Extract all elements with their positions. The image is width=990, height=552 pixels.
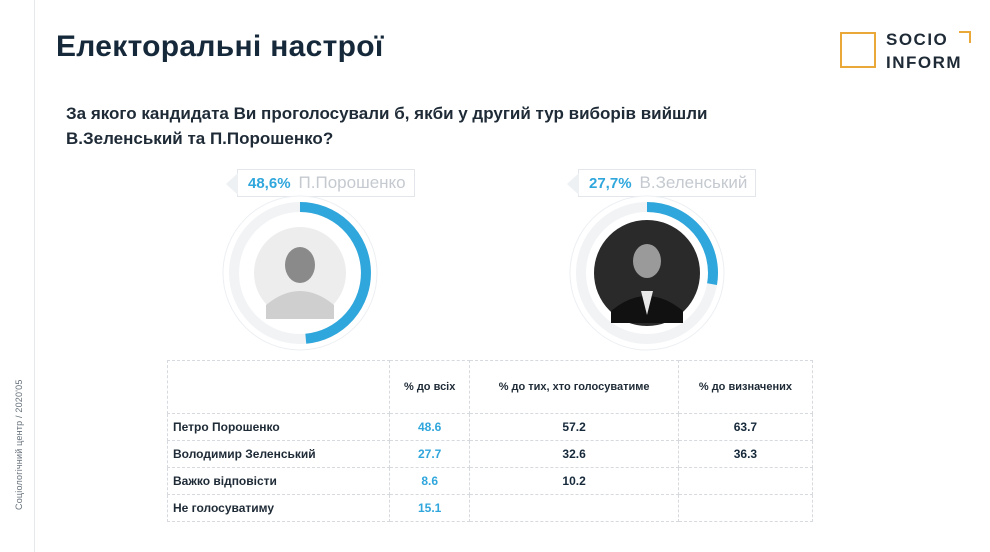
table-cell: 10.2 <box>469 467 679 495</box>
logo-text-line1: SOCIO <box>886 30 949 49</box>
table-row: Не голосуватиму 15.1 <box>167 494 814 522</box>
page-title: Електоральні настрої <box>56 30 384 63</box>
table-row-label: Петро Порошенко <box>167 413 390 441</box>
table-header-cell <box>167 360 390 414</box>
candidate-tag-poroshenko: 48,6% П.Порошенко <box>226 169 415 197</box>
logo-square-icon <box>840 32 876 68</box>
table-row: Петро Порошенко 48.6 57.2 63.7 <box>167 413 814 441</box>
table-cell <box>677 467 814 495</box>
table-cell: 57.2 <box>469 413 679 441</box>
tag-pointer-icon <box>567 173 579 195</box>
side-divider <box>34 0 35 552</box>
table-cell: 63.7 <box>677 413 814 441</box>
table-row-label: Важко відповісти <box>167 467 390 495</box>
table-header-cell: % до визначених <box>677 360 814 414</box>
candidate-percent: 27,7% <box>589 174 632 192</box>
logo: SOCIO INFORM <box>840 30 975 75</box>
table-row: Важко відповісти 8.6 10.2 <box>167 467 814 495</box>
table-row-label: Не голосуватиму <box>167 494 390 522</box>
logo-text-line2: INFORM <box>886 53 963 72</box>
table-cell: 8.6 <box>388 467 471 495</box>
table-cell: 32.6 <box>469 440 679 468</box>
person-silhouette-icon <box>266 247 334 319</box>
table-cell: 48.6 <box>388 413 471 441</box>
table-header-row: % до всіх % до тих, хто голосуватиме % д… <box>167 360 814 414</box>
table-cell <box>677 494 814 522</box>
table-cell: 15.1 <box>388 494 471 522</box>
table-row: Володимир Зеленський 27.7 32.6 36.3 <box>167 440 814 468</box>
table-row-label: Володимир Зеленський <box>167 440 390 468</box>
donut-chart-zelensky <box>569 195 725 351</box>
tag-pointer-icon <box>226 173 238 195</box>
table-cell <box>469 494 679 522</box>
table-header-cell: % до тих, хто голосуватиме <box>469 360 679 414</box>
table-header-cell: % до всіх <box>388 360 471 414</box>
donut-chart-poroshenko <box>222 195 378 351</box>
donut-arc-zelensky <box>646 202 718 285</box>
candidate-name: П.Порошенко <box>298 173 406 192</box>
person-silhouette-icon <box>611 244 683 323</box>
table-cell: 27.7 <box>388 440 471 468</box>
candidate-percent: 48,6% <box>248 174 291 192</box>
side-source-text: Соціологічний центр / 2020'05 <box>14 379 24 510</box>
donut-arc-poroshenko <box>299 202 371 344</box>
survey-question: За якого кандидата Ви проголосували б, я… <box>66 104 708 148</box>
candidate-name: В.Зеленський <box>639 173 748 192</box>
table-cell: 36.3 <box>677 440 814 468</box>
logo-corner-icon <box>959 31 971 43</box>
candidate-tag-zelensky: 27,7% В.Зеленський <box>567 169 757 197</box>
results-table: % до всіх % до тих, хто голосуватиме % д… <box>167 360 814 522</box>
